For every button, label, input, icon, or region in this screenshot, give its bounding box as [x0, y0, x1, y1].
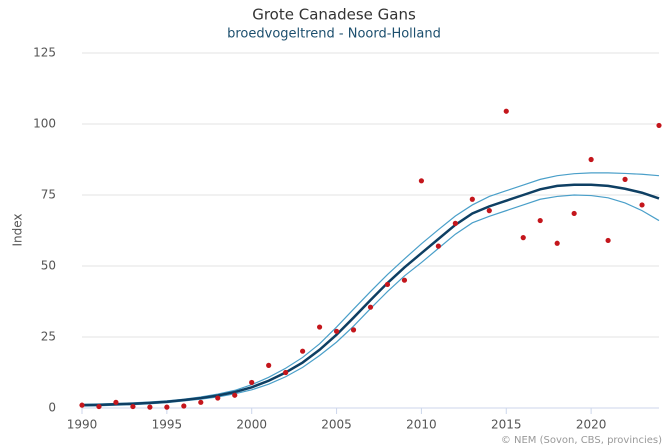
data-point	[537, 217, 543, 224]
x-tick-label: 2020	[576, 418, 607, 432]
y-tick-label: 25	[41, 330, 56, 344]
y-tick-label: 0	[48, 401, 56, 415]
data-point	[656, 122, 662, 129]
data-point	[249, 379, 255, 386]
y-axis-label: Index	[11, 213, 25, 246]
data-point	[367, 304, 374, 310]
data-point	[520, 235, 526, 241]
x-tick-label: 2005	[321, 418, 352, 432]
trend-line	[81, 172, 660, 405]
data-point	[350, 327, 357, 333]
data-point	[232, 392, 238, 398]
x-tick-label: 2000	[236, 418, 267, 432]
trend-line	[81, 183, 660, 407]
data-point	[588, 156, 594, 163]
data-point	[503, 108, 509, 114]
chart-title: Grote Canadese Gans	[252, 6, 416, 24]
data-point	[469, 196, 475, 202]
data-point	[571, 210, 577, 217]
data-point	[266, 362, 272, 368]
data-point	[198, 399, 204, 405]
data-point	[181, 403, 187, 409]
credit: © NEM (Sovon, CBS, provincies)	[501, 435, 662, 446]
data-point	[622, 176, 628, 182]
data-point	[215, 395, 221, 401]
data-point	[639, 202, 645, 208]
data-point	[147, 404, 153, 410]
data-point	[79, 402, 85, 408]
data-point	[486, 208, 492, 214]
x-tick-label: 1990	[67, 418, 98, 432]
data-point	[164, 404, 170, 410]
data-point	[130, 403, 136, 410]
data-point	[316, 324, 323, 330]
y-tick-label: 50	[41, 259, 56, 273]
x-tick-label: 1995	[152, 418, 183, 432]
y-tick-label: 75	[41, 188, 56, 202]
data-point	[452, 220, 458, 226]
data-point	[384, 281, 391, 288]
x-tick-label: 2010	[406, 418, 437, 432]
data-point	[96, 403, 102, 410]
data-point	[554, 240, 560, 246]
y-tick-label: 100	[33, 117, 56, 131]
data-point	[283, 369, 289, 376]
y-tick-label: 125	[33, 46, 56, 60]
x-tick-label: 2015	[491, 418, 522, 432]
data-point	[435, 243, 441, 249]
data-point	[605, 237, 611, 244]
data-point	[401, 277, 408, 283]
data-point	[113, 399, 119, 405]
chart-subtitle: broedvogeltrend - Noord-Holland	[227, 27, 441, 42]
data-point	[300, 348, 306, 354]
data-point	[418, 178, 425, 184]
data-point	[333, 328, 340, 334]
